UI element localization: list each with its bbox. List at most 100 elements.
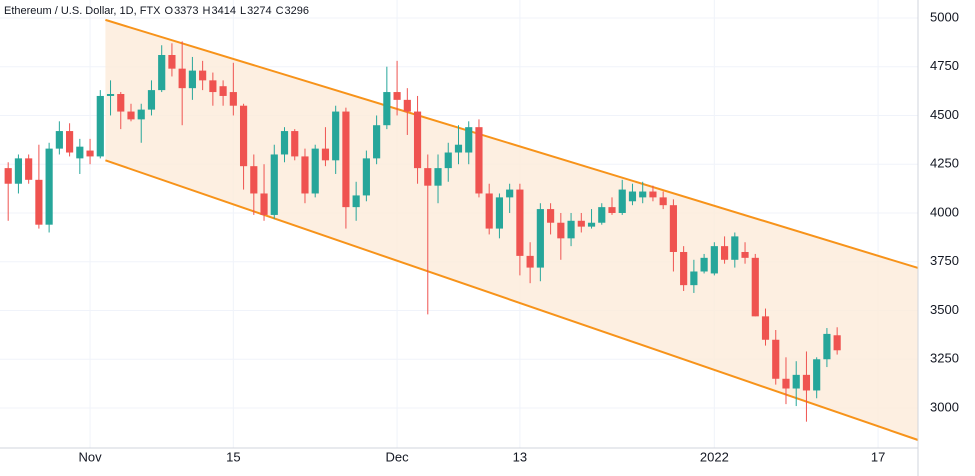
ohlc-value: 3274	[247, 5, 271, 17]
candle-body	[731, 236, 739, 260]
y-tick-label: 3500	[930, 302, 959, 317]
candle	[782, 357, 790, 405]
candle	[158, 45, 166, 93]
candle	[362, 150, 370, 202]
candle	[352, 181, 360, 221]
candle	[35, 144, 43, 229]
candle-body	[465, 127, 473, 153]
candle	[137, 103, 145, 143]
candle-body	[526, 255, 534, 268]
candle-body	[690, 271, 698, 286]
candle-body	[35, 179, 43, 225]
candle-body	[127, 111, 135, 120]
candle-body	[178, 68, 186, 89]
candle	[587, 209, 596, 229]
candle-body	[587, 222, 596, 227]
candle-body	[813, 359, 821, 391]
candle-body	[250, 166, 258, 194]
y-tick-label: 5000	[930, 9, 959, 24]
candle	[577, 212, 585, 233]
candle-body	[66, 131, 74, 153]
candle-body	[301, 156, 309, 194]
candle	[608, 197, 616, 215]
candle	[720, 236, 729, 264]
candle	[188, 56, 196, 100]
candle-body	[833, 335, 841, 351]
candle-body	[352, 195, 360, 208]
candle	[45, 142, 53, 233]
candle	[700, 253, 708, 274]
candle	[117, 92, 125, 130]
candle-body	[55, 131, 63, 149]
candle-body	[639, 191, 647, 198]
x-tick-label: 2022	[700, 449, 729, 464]
candle-body	[424, 168, 432, 186]
candle	[741, 242, 749, 264]
candle	[526, 242, 534, 284]
candle-body	[536, 209, 544, 268]
candle-body	[720, 246, 729, 260]
candle-body	[270, 154, 278, 215]
x-tick-label: 13	[513, 449, 527, 464]
candle	[424, 154, 432, 315]
candle-body	[444, 152, 452, 169]
candle	[260, 164, 268, 221]
candle	[557, 212, 565, 260]
candle	[106, 80, 115, 116]
candle	[219, 80, 227, 106]
plot-area	[0, 0, 919, 448]
candle-body	[823, 333, 831, 360]
candle	[250, 154, 258, 215]
candle	[229, 62, 237, 116]
candle	[690, 259, 698, 293]
ohlc-value: 3414	[212, 5, 236, 17]
candle	[413, 95, 422, 184]
y-tick-label: 3750	[930, 253, 959, 268]
candle	[792, 361, 800, 407]
candle	[55, 121, 63, 155]
candle	[393, 60, 401, 116]
candle-body	[710, 246, 718, 274]
candle	[270, 144, 278, 219]
candle-body	[239, 105, 248, 167]
candle	[209, 72, 217, 106]
candle-body	[618, 189, 626, 213]
candle-body	[782, 378, 790, 389]
candle	[802, 351, 811, 422]
candle-body	[495, 197, 504, 229]
candle-body	[516, 189, 524, 256]
candle	[434, 154, 442, 204]
candle	[475, 119, 483, 198]
candle	[444, 142, 452, 182]
candle	[383, 66, 391, 130]
candle-body	[280, 131, 289, 155]
candle-body	[229, 92, 237, 106]
y-tick-label: 4500	[930, 107, 959, 122]
channel-fill	[105, 19, 918, 441]
candle-body	[669, 205, 677, 252]
candle	[710, 242, 718, 276]
candle	[680, 246, 688, 291]
candle-body	[649, 191, 657, 198]
candle	[4, 162, 12, 221]
candle	[239, 103, 248, 190]
candle	[485, 183, 493, 235]
candle	[454, 125, 463, 165]
candle	[659, 191, 667, 210]
candle-body	[332, 111, 340, 161]
candle-body	[475, 127, 483, 194]
candle-body	[25, 158, 33, 180]
x-tick-label: Nov	[78, 449, 102, 464]
candle-body	[4, 168, 12, 184]
candle	[669, 199, 677, 272]
candle-body	[362, 158, 370, 196]
candle-body	[147, 90, 156, 110]
candle	[536, 203, 544, 282]
candle-body	[761, 316, 770, 340]
candle	[833, 327, 841, 355]
candle	[731, 232, 739, 268]
x-tick-label: 15	[226, 449, 240, 464]
candle	[127, 103, 135, 122]
candle	[639, 181, 647, 204]
